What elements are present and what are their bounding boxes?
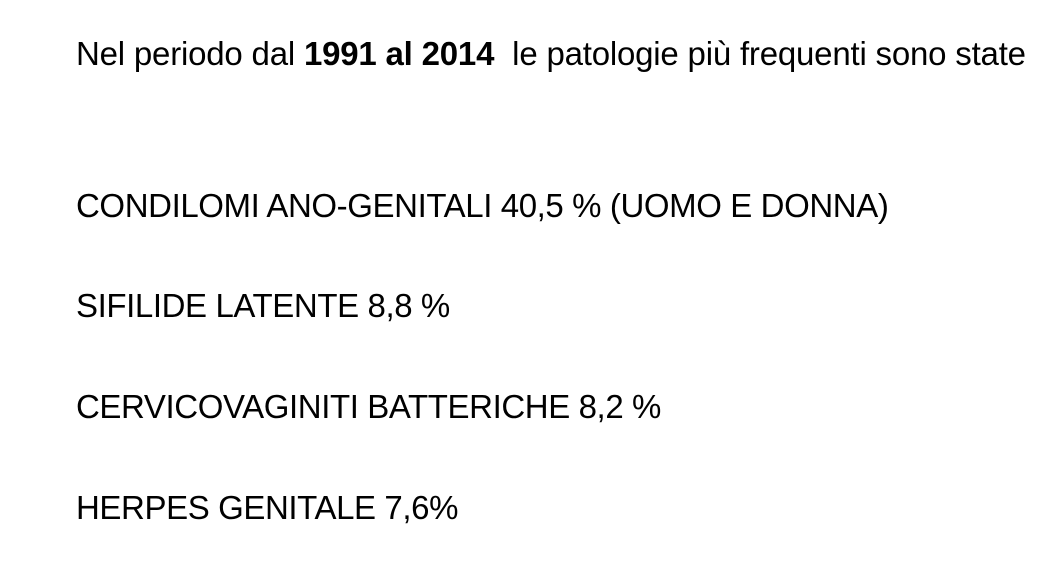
intro-paragraph: Nel periodo dal 1991 al 2014 le patologi… bbox=[76, 30, 1036, 78]
intro-prefix: Nel periodo dal bbox=[76, 35, 304, 72]
pathology-item-sifilide: SIFILIDE LATENTE 8,8 % bbox=[76, 287, 450, 324]
intro-suffix: le patologie più frequenti sono state bbox=[494, 35, 1026, 72]
intro-period: 1991 al 2014 bbox=[303, 35, 495, 72]
pathology-item-herpes: HERPES GENITALE 7,6% bbox=[76, 489, 459, 526]
pathology-item-cervicovaginiti: CERVICOVAGINITI BATTERICHE 8,2 % bbox=[76, 388, 661, 425]
pathology-item-condilomi: CONDILOMI ANO-GENITALI 40,5 % (UOMO E DO… bbox=[76, 187, 889, 224]
